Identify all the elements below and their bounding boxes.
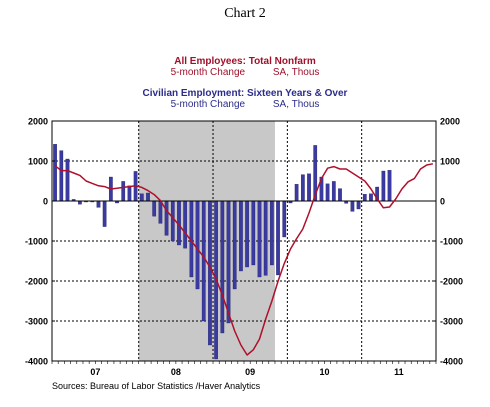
bar-civilian-employment <box>127 185 132 202</box>
bar-civilian-employment <box>232 200 237 290</box>
x-tick-label: 09 <box>245 367 255 377</box>
source-note: Sources: Bureau of Labor Statistics /Hav… <box>52 381 261 391</box>
bar-civilian-employment <box>139 193 144 202</box>
bar-civilian-employment <box>356 200 361 210</box>
y-tick-label-left: 0 <box>43 197 48 207</box>
bar-civilian-employment <box>294 184 299 202</box>
legend-nonfarm-sub: 5-month Change SA, Thous <box>170 67 320 78</box>
y-tick-label-right: 2000 <box>440 117 460 127</box>
legend-civilian-sub: 5-month Change SA, Thous <box>170 99 320 110</box>
bar-civilian-employment <box>338 188 342 202</box>
y-tick-label-right: 0 <box>440 197 445 207</box>
bar-civilian-employment <box>53 144 57 202</box>
bar-civilian-employment <box>220 200 225 334</box>
bar-civilian-employment <box>325 183 330 202</box>
y-tick-label-right: -1000 <box>440 237 463 247</box>
bar-civilian-employment <box>263 200 268 276</box>
bar-civilian-employment <box>307 173 311 202</box>
y-tick-label-left: 2000 <box>28 117 48 127</box>
bar-civilian-employment <box>282 200 287 238</box>
bar-civilian-employment <box>226 200 231 324</box>
x-tick-label: 07 <box>90 367 100 377</box>
bar-civilian-employment <box>270 200 274 266</box>
bar-civilian-employment <box>146 192 150 202</box>
bar-civilian-employment <box>387 170 392 202</box>
bar-civilian-employment <box>59 150 64 202</box>
bar-civilian-employment <box>201 200 206 322</box>
x-tick-label: 10 <box>320 367 330 377</box>
bar-civilian-employment <box>152 200 157 217</box>
bar-civilian-employment <box>65 158 70 202</box>
legend-nonfarm-name: All Employees: Total Nonfarm <box>174 56 316 67</box>
y-tick-label-right: -4000 <box>440 357 463 367</box>
bar-civilian-employment <box>362 194 367 202</box>
bar-civilian-employment <box>369 193 373 202</box>
y-tick-label-left: -4000 <box>25 357 48 367</box>
y-tick-label-right: 1000 <box>440 157 460 167</box>
bar-civilian-employment <box>158 200 163 224</box>
y-tick-label-left: 1000 <box>28 157 48 167</box>
bar-civilian-employment <box>183 200 188 249</box>
bar-civilian-employment <box>208 200 212 346</box>
bar-civilian-employment <box>381 170 386 202</box>
bar-civilian-employment <box>121 181 126 202</box>
y-tick-label-left: -3000 <box>25 317 48 327</box>
bar-civilian-employment <box>331 181 336 202</box>
bar-civilian-employment <box>251 200 256 266</box>
y-tick-label-left: -2000 <box>25 277 48 287</box>
y-tick-label-right: -3000 <box>440 317 463 327</box>
bar-civilian-employment <box>300 174 305 202</box>
x-tick-label: 08 <box>171 367 181 377</box>
bar-civilian-employment <box>164 200 169 236</box>
bar-civilian-employment <box>239 200 243 272</box>
bar-civilian-employment <box>102 200 107 227</box>
bar-civilian-employment <box>276 200 280 276</box>
bar-civilian-employment <box>245 200 249 268</box>
bar-civilian-employment <box>257 200 262 278</box>
line-total-nonfarm <box>54 163 434 356</box>
legend-civilian-name: Civilian Employment: Sixteen Years & Ove… <box>142 88 348 99</box>
bar-civilian-employment <box>195 200 200 290</box>
y-tick-label-left: -1000 <box>25 237 48 247</box>
x-tick-label: 11 <box>394 367 404 377</box>
bar-civilian-employment <box>96 200 101 208</box>
chart-title: Chart 2 <box>224 6 266 21</box>
y-tick-label-right: -2000 <box>440 277 463 287</box>
bar-civilian-employment <box>350 200 355 212</box>
bar-civilian-employment <box>170 200 175 242</box>
